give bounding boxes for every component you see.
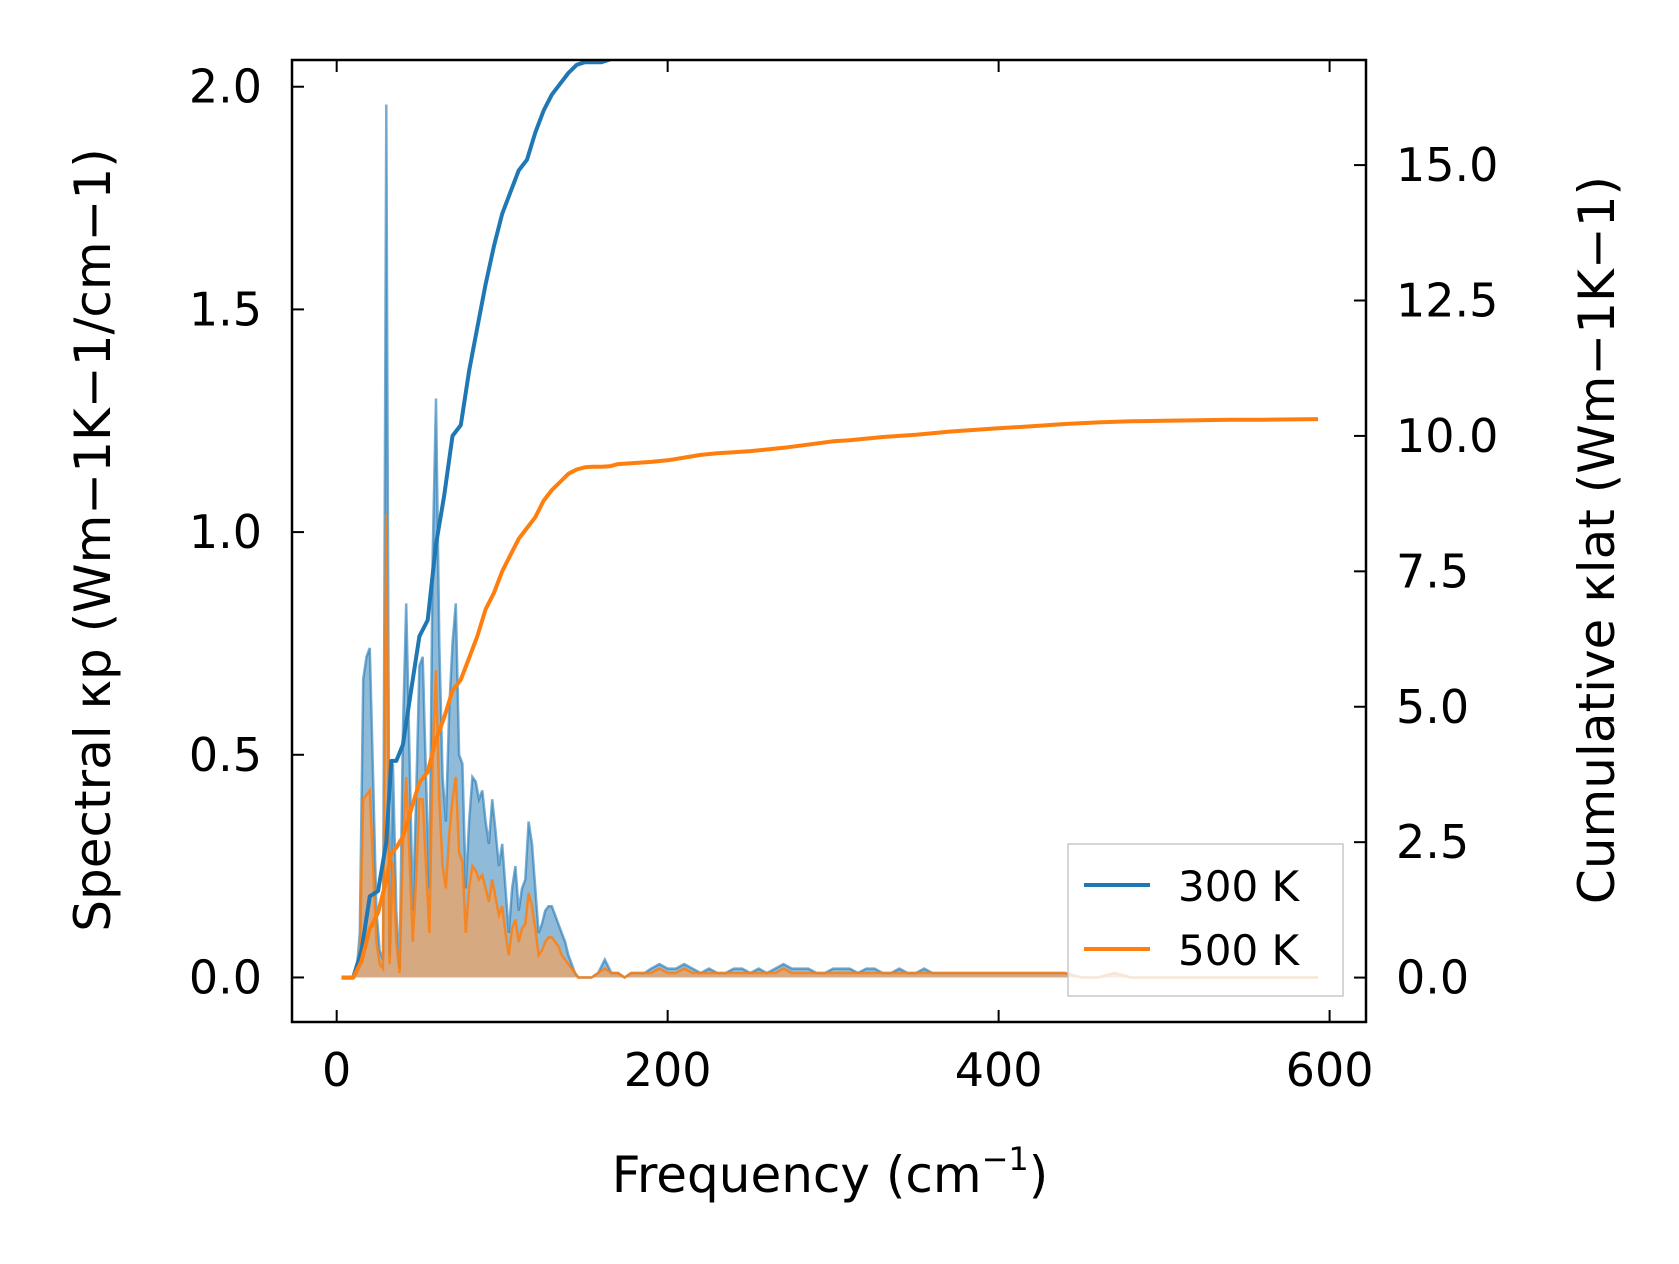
legend-label-500k: 500 K bbox=[1178, 926, 1301, 975]
y-left-tick-label: 1.5 bbox=[189, 282, 262, 336]
legend-box bbox=[1067, 843, 1344, 997]
y-right-tick-label: 0.0 bbox=[1396, 951, 1469, 1005]
legend: 300 K 500 K bbox=[1067, 843, 1344, 997]
x-tick-label: 200 bbox=[624, 1043, 712, 1097]
y-right-axis-label: Cumulative κlat (Wm−1K−1) bbox=[1568, 176, 1626, 904]
x-tick-label: 600 bbox=[1286, 1043, 1374, 1097]
cumulative-500k-line bbox=[341, 417, 1319, 980]
cumulative-300k-line bbox=[341, 60, 615, 980]
y-right-axis-ticks: 0.0 2.5 5.0 7.5 10.0 12.5 15.0 bbox=[1354, 138, 1498, 1005]
y-right-tick-label: 2.5 bbox=[1396, 815, 1469, 869]
x-tick-label: 400 bbox=[955, 1043, 1043, 1097]
y-left-axis-label: Spectral κp (Wm−1K−1/cm−1) bbox=[64, 148, 122, 932]
y-right-tick-label: 12.5 bbox=[1396, 274, 1498, 328]
legend-label-300k: 300 K bbox=[1178, 862, 1301, 911]
y-left-tick-label: 1.0 bbox=[189, 505, 262, 559]
spectral-500k-fill bbox=[341, 514, 1319, 978]
spectral-500k-line bbox=[341, 514, 1318, 980]
y-right-tick-label: 15.0 bbox=[1396, 138, 1498, 192]
series-lines bbox=[341, 60, 1319, 980]
y-left-tick-label: 0.0 bbox=[189, 950, 262, 1004]
plot-frame bbox=[290, 58, 1368, 1024]
spectral-fills bbox=[341, 104, 1319, 978]
x-axis-label: Frequency (cm−1) bbox=[612, 1140, 1049, 1204]
y-right-tick-label: 10.0 bbox=[1396, 409, 1498, 463]
x-axis-ticks: 0 200 400 600 bbox=[322, 60, 1373, 1097]
x-tick-label: 0 bbox=[322, 1043, 351, 1097]
y-left-tick-label: 2.0 bbox=[189, 60, 262, 114]
y-right-tick-label: 7.5 bbox=[1396, 544, 1469, 598]
y-left-tick-label: 0.5 bbox=[189, 728, 262, 782]
y-right-tick-label: 5.0 bbox=[1396, 680, 1469, 734]
y-left-axis-ticks: 0.0 0.5 1.0 1.5 2.0 bbox=[189, 60, 304, 1004]
